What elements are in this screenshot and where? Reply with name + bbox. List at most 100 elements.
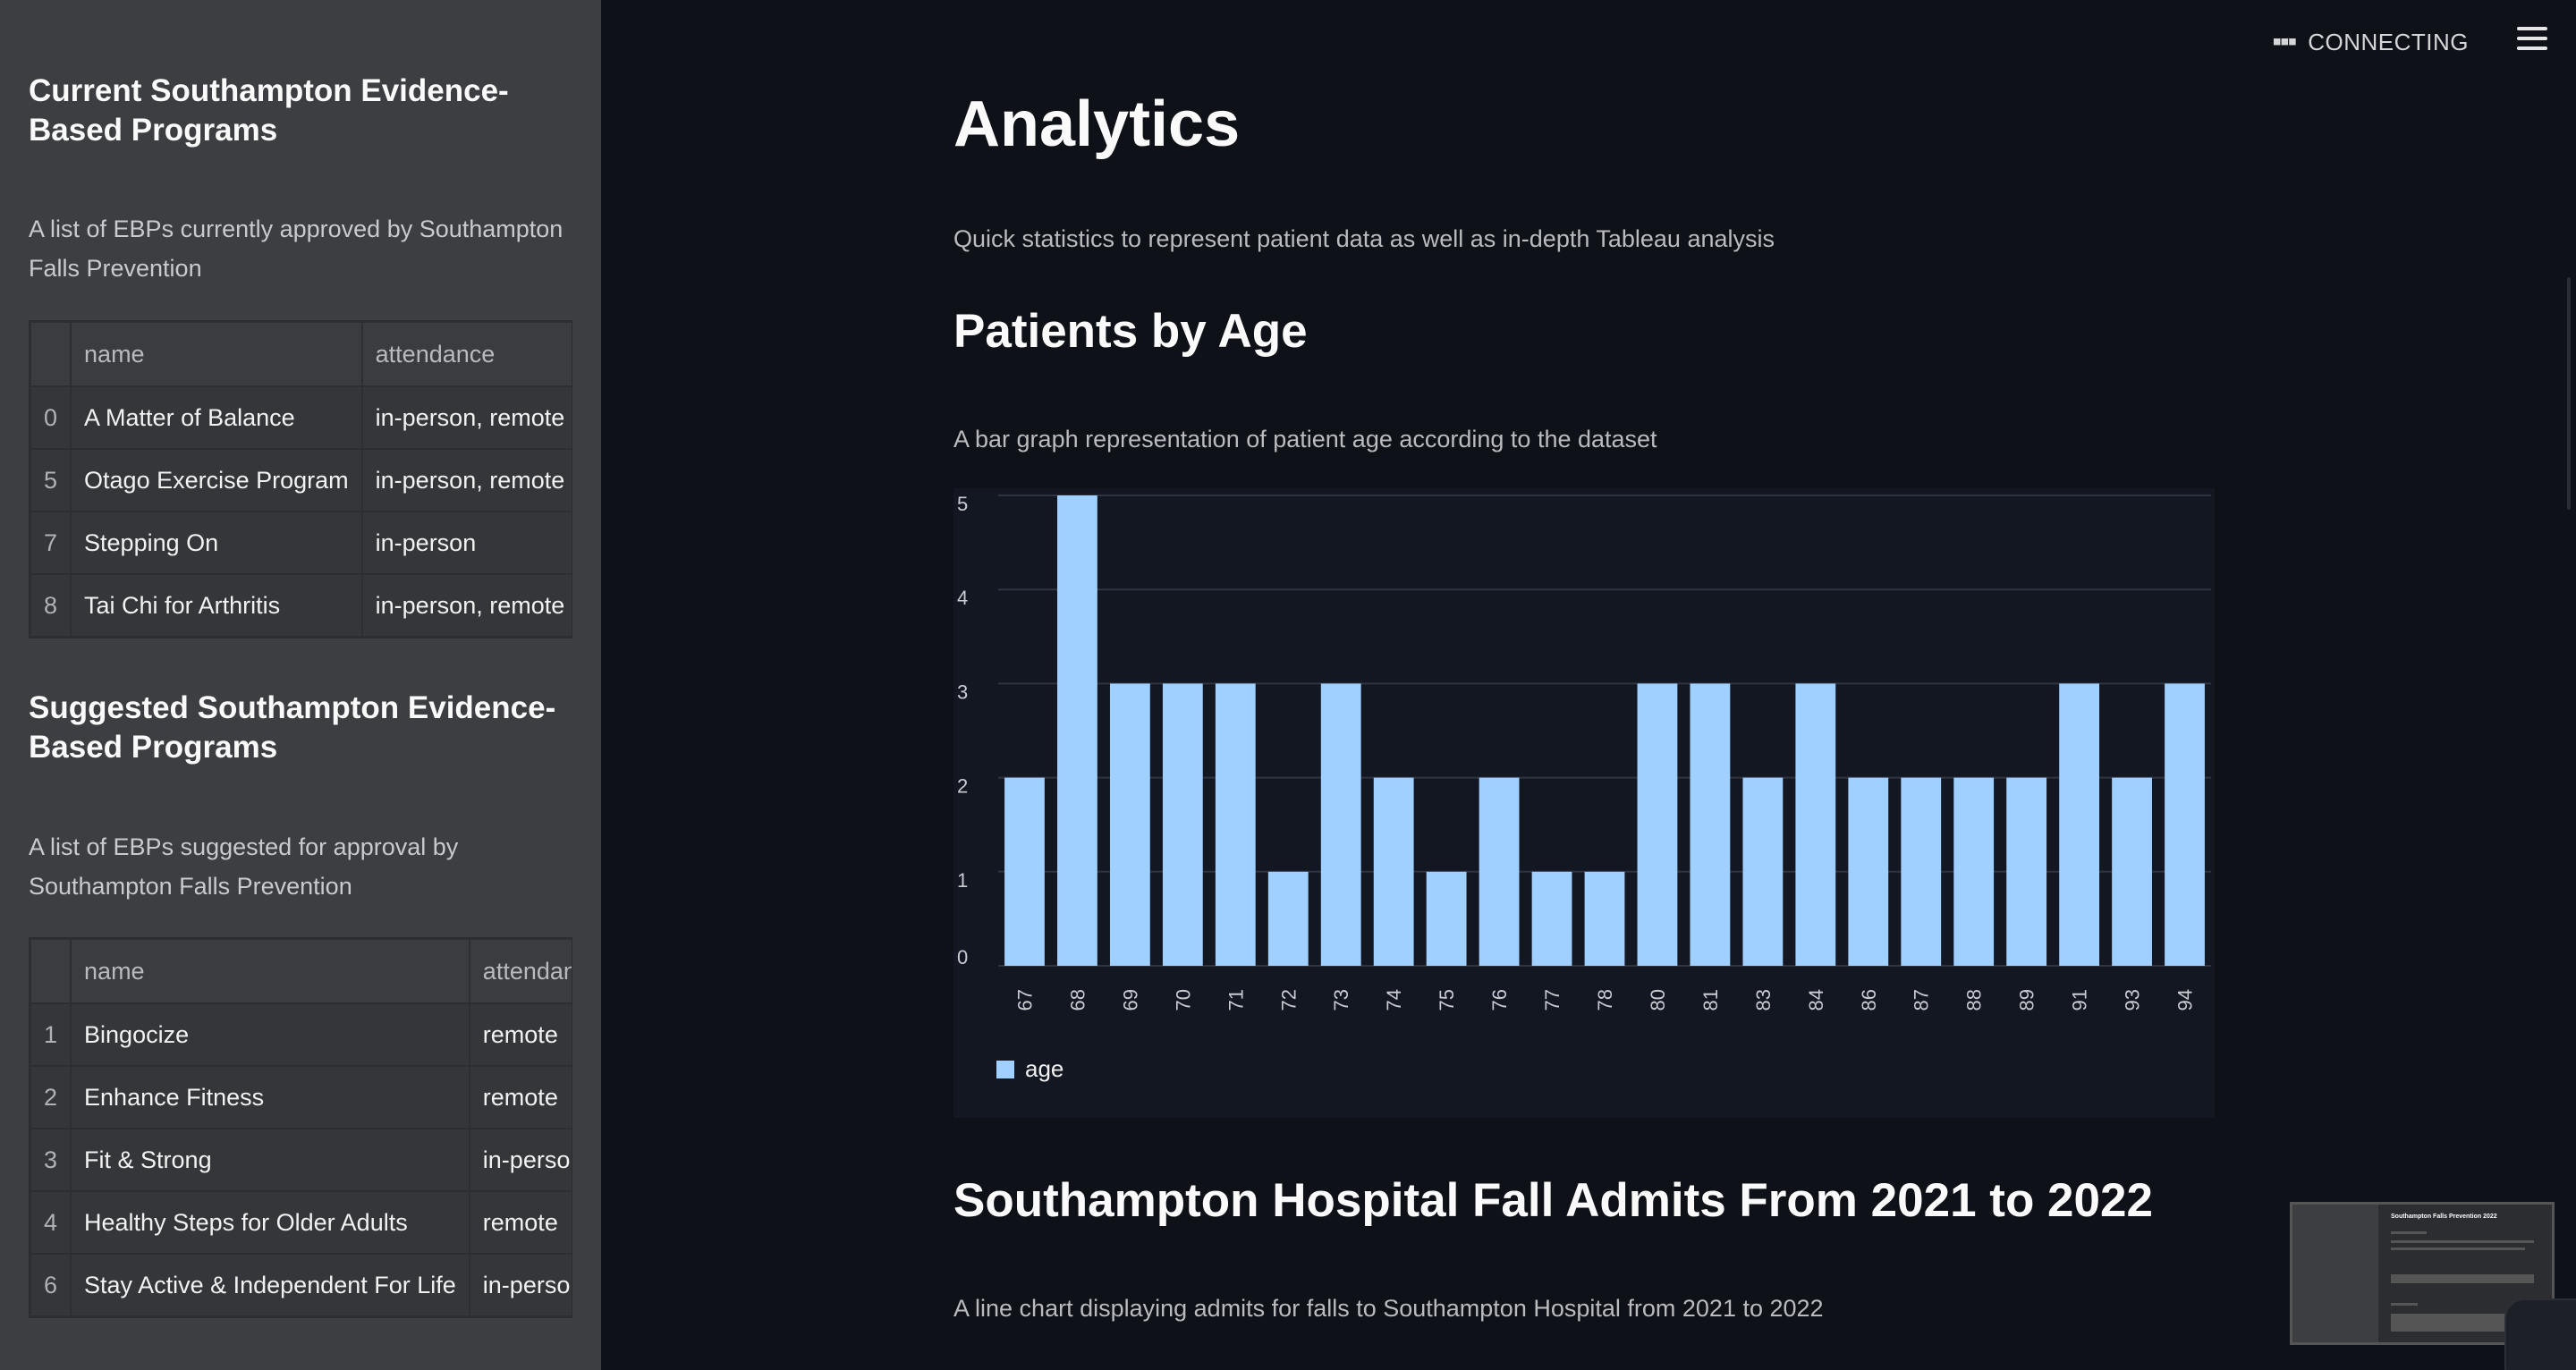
name-cell[interactable]: Healthy Steps for Older Adults: [70, 1190, 470, 1255]
table-row[interactable]: 8 Tai Chi for Arthritis in-person, remote: [30, 573, 572, 638]
status-text: CONNECTING: [2308, 28, 2469, 55]
x-tick-label: 74: [1383, 989, 1405, 1011]
corner-widget[interactable]: [2504, 1298, 2576, 1370]
attendance-cell[interactable]: remote: [468, 1002, 572, 1067]
bar: [2059, 683, 2100, 966]
bar: [1690, 683, 1731, 966]
y-tick-label: 2: [957, 775, 968, 798]
bar: [1531, 871, 1572, 966]
x-tick-label: 87: [1911, 989, 1933, 1011]
bar: [1637, 683, 1678, 966]
row-index-cell[interactable]: 2: [30, 1065, 72, 1129]
attendance-cell[interactable]: in-person: [468, 1128, 572, 1192]
index-column-header[interactable]: [30, 321, 72, 387]
table-row[interactable]: 5 Otago Exercise Program in-person, remote: [30, 448, 572, 512]
bar: [1057, 495, 1097, 966]
x-tick-label: 86: [1858, 989, 1880, 1011]
attendance-cell[interactable]: in-person, remote: [360, 448, 572, 512]
thumbnail-sidebar: [2292, 1205, 2378, 1342]
x-tick-label: 70: [1172, 989, 1194, 1011]
y-tick-label: 1: [957, 869, 968, 892]
scrollbar[interactable]: [2567, 277, 2571, 510]
age-section-description: A bar graph representation of patient ag…: [953, 426, 1657, 452]
bar: [1267, 871, 1309, 966]
name-cell[interactable]: Fit & Strong: [70, 1128, 470, 1192]
current-programs-description: A list of EBPs currently approved by Sou…: [29, 216, 564, 282]
name-cell[interactable]: Tai Chi for Arthritis: [70, 573, 363, 638]
x-tick-label: 71: [1224, 989, 1247, 1011]
bar: [1373, 777, 1414, 966]
age-bar-chart-svg: 0 1 2 3 4 5 67 68 69 70 71 72 73 74 75 76 77 78 80 81 83 84 86…: [957, 493, 2211, 1082]
x-tick-label: 68: [1066, 989, 1089, 1011]
page-title: Analytics: [953, 89, 1241, 160]
connection-status: ▪▪▪ CONNECTING: [2272, 27, 2469, 57]
table-row[interactable]: 1 Bingocize remote: [30, 1002, 572, 1067]
x-tick-label: 94: [2174, 989, 2197, 1011]
name-cell[interactable]: Bingocize: [70, 1002, 470, 1067]
bar: [1953, 777, 1995, 966]
legend-label: age: [1025, 1055, 1063, 1082]
bar: [2165, 683, 2205, 966]
row-index-cell[interactable]: 0: [30, 385, 72, 450]
bar: [1109, 683, 1150, 966]
x-tick-label: 84: [1805, 989, 1827, 1011]
row-index-cell[interactable]: 1: [30, 1002, 72, 1067]
status-dots-icon: ▪▪▪: [2272, 27, 2297, 56]
name-cell[interactable]: Stay Active & Independent For Life: [70, 1253, 470, 1317]
attendance-cell[interactable]: remote: [468, 1190, 572, 1255]
x-tick-label: 78: [1594, 989, 1616, 1011]
table-row[interactable]: 4 Healthy Steps for Older Adults remote: [30, 1190, 572, 1255]
name-cell[interactable]: Enhance Fitness: [70, 1065, 470, 1129]
current-programs-heading: Current Southampton Evidence-Based Progr…: [29, 73, 509, 148]
y-tick-label: 3: [957, 681, 968, 703]
attendance-cell[interactable]: in-person: [468, 1253, 572, 1317]
thumbnail-title: Southampton Falls Prevention 2022: [2391, 1214, 2497, 1220]
x-tick-label: 76: [1488, 989, 1511, 1011]
attendance-cell[interactable]: in-person, remote: [360, 573, 572, 638]
x-tick-label: 88: [1963, 989, 1986, 1011]
name-cell[interactable]: Otago Exercise Program: [70, 448, 363, 512]
bar: [1848, 777, 1889, 966]
attendance-cell[interactable]: remote: [468, 1065, 572, 1129]
suggested-programs-table[interactable]: name attendance 1Bingocizeremote2Enhance…: [29, 937, 572, 1318]
table-row[interactable]: 2 Enhance Fitness remote: [30, 1065, 572, 1129]
row-index-cell[interactable]: 3: [30, 1128, 72, 1192]
x-tick-label: 69: [1119, 989, 1141, 1011]
bar: [1901, 777, 1942, 966]
age-section-heading: Patients by Age: [953, 305, 1308, 358]
x-tick-label: 75: [1436, 989, 1458, 1011]
attendance-cell[interactable]: in-person: [360, 511, 572, 575]
name-cell[interactable]: Stepping On: [70, 511, 363, 575]
x-tick-label: 89: [2016, 989, 2038, 1011]
y-tick-label: 0: [957, 946, 968, 968]
row-index-cell[interactable]: 7: [30, 511, 72, 575]
name-cell[interactable]: A Matter of Balance: [70, 385, 363, 450]
x-tick-label: 67: [1013, 989, 1036, 1011]
attendance-cell[interactable]: in-person, remote: [360, 385, 572, 450]
row-index-cell[interactable]: 4: [30, 1190, 72, 1255]
page-intro: Quick statistics to represent patient da…: [953, 225, 1775, 252]
age-bar-chart[interactable]: 0 1 2 3 4 5 67 68 69 70 71 72 73 74 75 76 77 78 80 81 83 84 86…: [953, 488, 2215, 1118]
row-index-cell[interactable]: 6: [30, 1253, 72, 1317]
bar: [1584, 871, 1625, 966]
attendance-column-header[interactable]: attendance: [468, 938, 572, 1004]
attendance-column-header[interactable]: attendance: [360, 321, 572, 387]
table-row[interactable]: 6 Stay Active & Independent For Life in-pe…: [30, 1253, 572, 1317]
bar: [1320, 683, 1361, 966]
row-index-cell[interactable]: 8: [30, 573, 72, 638]
y-tick-label: 4: [957, 587, 968, 609]
row-index-cell[interactable]: 5: [30, 448, 72, 512]
legend-swatch: [996, 1061, 1014, 1078]
table-row[interactable]: 7 Stepping On in-person: [30, 511, 572, 575]
bar: [2112, 777, 2152, 966]
name-column-header[interactable]: name: [70, 321, 363, 387]
x-tick-label: 83: [1752, 989, 1775, 1011]
x-tick-label: 81: [1699, 989, 1722, 1011]
index-column-header[interactable]: [30, 938, 72, 1004]
name-column-header[interactable]: name: [70, 938, 470, 1004]
main-menu-icon[interactable]: [2517, 27, 2547, 52]
x-tick-label: 72: [1277, 989, 1300, 1011]
